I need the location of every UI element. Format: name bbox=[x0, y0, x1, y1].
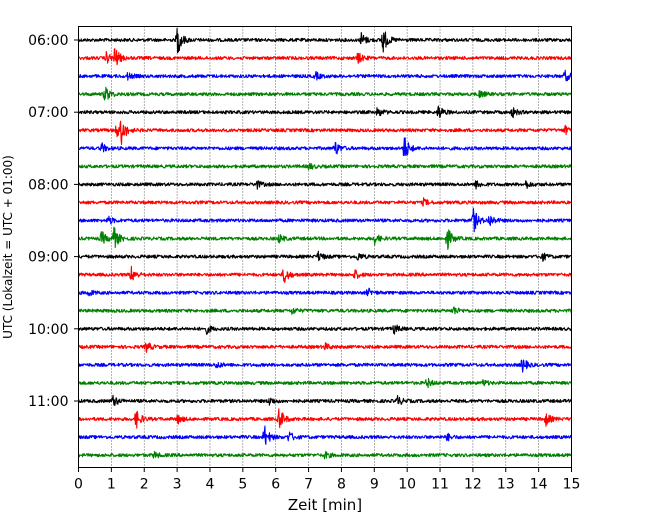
seismic-trace bbox=[78, 306, 573, 315]
seismic-trace bbox=[77, 226, 573, 250]
y-tick-label: 11:00 bbox=[28, 394, 68, 410]
trace-group bbox=[77, 27, 573, 460]
y-axis-label: UTC (Lokalzeit = UTC + 01:00) bbox=[1, 155, 15, 339]
seismic-trace bbox=[77, 162, 572, 170]
x-tick-label: 3 bbox=[173, 477, 182, 493]
seismic-trace bbox=[77, 86, 573, 101]
y-tick-label: 08:00 bbox=[28, 177, 68, 193]
x-tick-label: 8 bbox=[337, 477, 346, 493]
seismic-trace bbox=[78, 180, 572, 190]
seismic-trace bbox=[77, 342, 572, 353]
seismic-trace bbox=[77, 250, 572, 262]
seismic-trace bbox=[77, 27, 573, 54]
x-tick-label: 7 bbox=[304, 477, 313, 493]
x-tick-label: 5 bbox=[238, 477, 247, 493]
seismic-trace bbox=[77, 48, 573, 66]
x-tick-label: 0 bbox=[74, 477, 83, 493]
x-tick-label: 12 bbox=[464, 477, 482, 493]
seismic-trace bbox=[78, 324, 573, 335]
x-tick-label: 1 bbox=[107, 477, 116, 493]
x-tick-label: 13 bbox=[497, 477, 515, 493]
seismic-trace bbox=[77, 69, 572, 82]
x-tick-label: 2 bbox=[140, 477, 149, 493]
x-axis-label: Zeit [min] bbox=[288, 496, 362, 514]
y-axis: 06:00 07:00 08:00 09:00 10:00 11:00 bbox=[28, 33, 79, 410]
plot-frame bbox=[78, 26, 572, 468]
x-tick-label: 15 bbox=[563, 477, 581, 493]
seismic-trace bbox=[78, 197, 573, 207]
x-tick-label: 14 bbox=[530, 477, 548, 493]
x-tick-label: 10 bbox=[398, 477, 416, 493]
y-tick-label: 09:00 bbox=[28, 250, 68, 266]
seismic-trace bbox=[78, 287, 572, 297]
y-tick-label: 06:00 bbox=[28, 33, 68, 49]
seismic-trace bbox=[78, 450, 573, 460]
seismic-trace bbox=[77, 425, 573, 445]
seismic-trace bbox=[78, 377, 573, 389]
x-tick-label: 11 bbox=[431, 477, 449, 493]
x-axis: 0 1 2 3 4 5 6 7 8 9 10 11 12 13 14 15 bbox=[74, 467, 581, 493]
seismic-trace bbox=[77, 359, 572, 373]
x-tick-label: 6 bbox=[271, 477, 280, 493]
seismic-trace bbox=[77, 105, 572, 119]
seismic-trace bbox=[78, 137, 573, 157]
seismic-trace bbox=[77, 394, 573, 407]
x-tick-label: 4 bbox=[206, 477, 215, 493]
x-tick-label: 9 bbox=[370, 477, 379, 493]
y-tick-label: 10:00 bbox=[28, 322, 68, 338]
seismic-trace bbox=[77, 265, 572, 283]
y-tick-label: 07:00 bbox=[28, 105, 68, 121]
seismic-trace bbox=[78, 408, 572, 429]
seismic-trace bbox=[78, 207, 572, 233]
seismic-trace bbox=[77, 120, 572, 145]
